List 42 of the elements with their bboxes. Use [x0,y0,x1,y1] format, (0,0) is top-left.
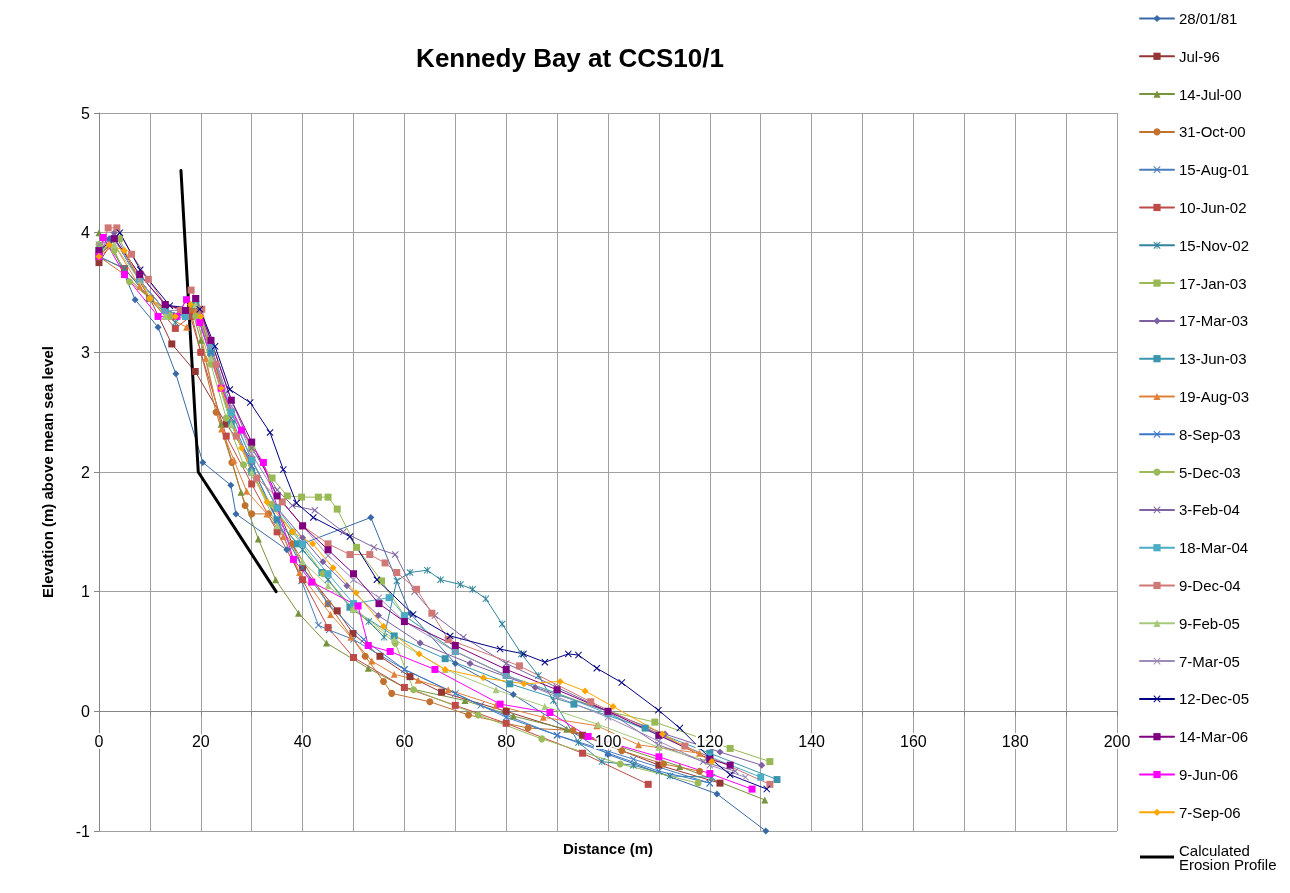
x-tick-label: 160 [900,732,927,750]
x-tick-label: 0 [94,732,104,750]
y-tick-label: -1 [75,822,91,840]
legend-label: 28/01/81 [1179,10,1238,27]
legend-label: 9-Dec-04 [1179,577,1241,594]
x-tick-label: 200 [1103,732,1131,750]
legend-label: 7-Sep-06 [1179,803,1241,821]
legend-label: Calculated Erosion Profile [1179,841,1277,873]
legend-label: 7-Mar-05 [1179,652,1240,670]
legend-label: 19-Aug-03 [1179,388,1250,405]
legend-label: 17-Jan-03 [1179,274,1247,292]
legend-label: 17-Mar-03 [1179,312,1249,330]
x-tick-label: 180 [1001,732,1029,750]
y-tick-label: 2 [81,463,91,481]
legend-label: 10-Jun-02 [1179,199,1247,216]
x-tick-label: 20 [191,732,210,750]
x-axis-title: Distance (m) [562,840,654,857]
legend-label: 12-Dec-05 [1179,690,1250,708]
legend-label: Jul-96 [1179,47,1220,65]
legend-label: 13-Jun-03 [1179,350,1247,368]
x-tick-label: 80 [497,732,516,750]
y-tick-label: 3 [81,343,91,361]
y-axis-title: Elevation (m) above mean sea level [39,346,56,598]
x-tick-label: 140 [798,732,826,750]
legend-label: 15-Nov-02 [1179,236,1250,254]
chart-title: Kennedy Bay at CCS10/1 [416,43,724,73]
legend-label: 31-Oct-00 [1179,123,1246,141]
legend-label: 5-Dec-03 [1179,463,1241,481]
legend-label: 3-Feb-04 [1179,501,1240,519]
y-tick-label: 4 [81,224,91,242]
y-tick-label: 1 [81,583,91,601]
legend-label: 8-Sep-03 [1179,425,1241,443]
legend-label: 9-Feb-05 [1179,614,1240,632]
x-tick-label: 60 [395,732,414,750]
legend-label: 15-Aug-01 [1179,161,1250,179]
legend-label: 18-Mar-04 [1179,539,1249,557]
legend-label: 14-Jul-00 [1179,85,1242,103]
y-tick-label: 0 [81,702,91,720]
legend-label: 14-Mar-06 [1179,728,1249,746]
x-tick-label: 40 [293,732,312,750]
y-tick-label: 5 [81,104,91,122]
legend-label: 9-Jun-06 [1179,766,1239,783]
